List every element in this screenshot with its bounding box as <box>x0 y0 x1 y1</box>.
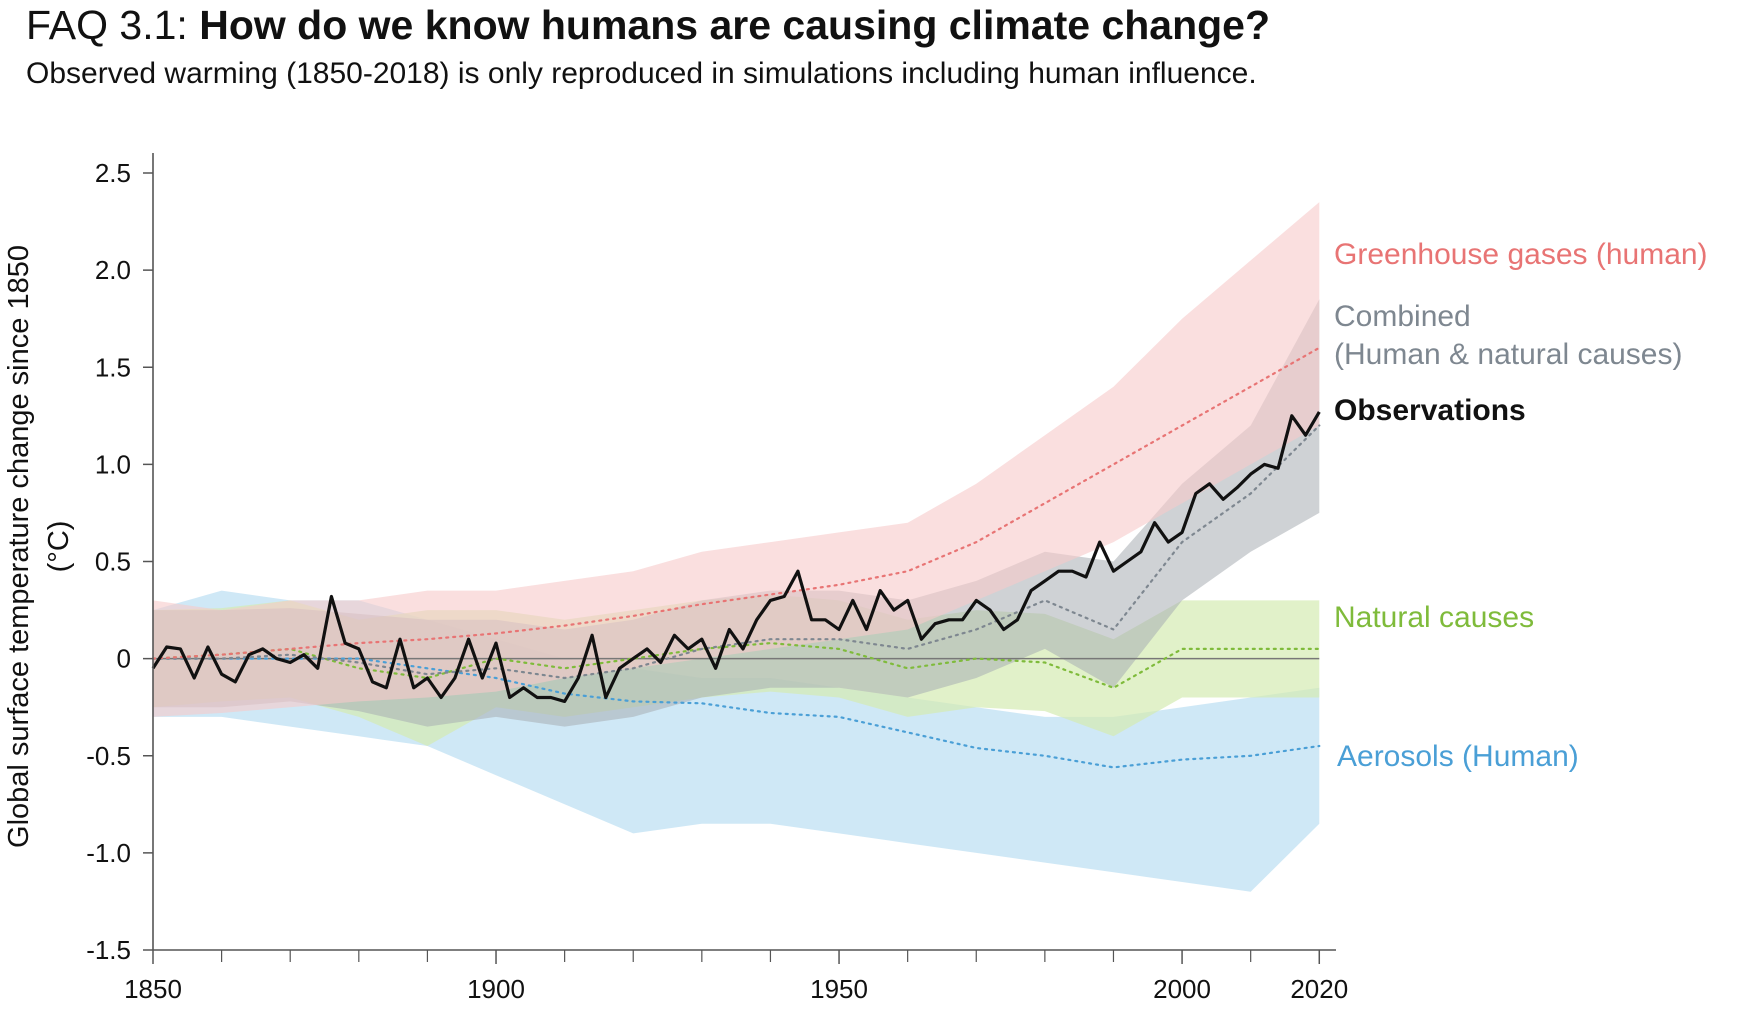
x-tick-label: 1850 <box>124 974 182 1004</box>
y-axis-label: Global surface temperature change since … <box>3 245 35 848</box>
y-tick-label: 2.0 <box>95 255 131 285</box>
y-tick-label: 0.5 <box>95 547 131 577</box>
y-tick-label: 2.5 <box>95 158 131 188</box>
x-tick-label: 2000 <box>1153 974 1211 1004</box>
line-natural-causes <box>151 641 1321 690</box>
legend-label-combined-human-natural-causes: Combined <box>1334 300 1471 333</box>
band-combined-human-natural-causes <box>153 299 1320 727</box>
x-tick-label: 1950 <box>810 974 868 1004</box>
legend-label-aerosols-human: Aerosols (Human) <box>1337 740 1579 773</box>
legend-label-greenhouse-gases-human: Greenhouse gases (human) <box>1334 238 1708 271</box>
legend-label-combined-human-natural-causes-line2: (Human & natural causes) <box>1334 338 1683 371</box>
y-tick-label: -1.5 <box>86 935 131 965</box>
x-tick-label: 2020 <box>1290 974 1348 1004</box>
legend-label-natural-causes: Natural causes <box>1334 601 1534 634</box>
x-tick-label: 1900 <box>467 974 525 1004</box>
line-combined-human-natural-causes <box>151 424 1321 680</box>
y-tick-label: -0.5 <box>86 741 131 771</box>
faq-question: How do we know humans are causing climat… <box>199 2 1271 48</box>
line-observations <box>151 411 1321 704</box>
y-tick-label: 0 <box>117 644 131 674</box>
legend-label-observations: Observations <box>1334 394 1526 427</box>
chart-title: FAQ 3.1: How do we know humans are causi… <box>26 2 1270 49</box>
faq-label: FAQ 3.1: <box>26 2 188 48</box>
y-tick-label: 1.5 <box>95 352 131 382</box>
y-axis-label-unit: (°C) <box>43 521 75 573</box>
line-aerosols-human <box>151 657 1321 769</box>
chart-subtitle: Observed warming (1850-2018) is only rep… <box>26 57 1257 90</box>
y-tick-label: 1.0 <box>95 449 131 479</box>
band-greenhouse-gases-human <box>153 202 1320 717</box>
y-tick-label: -1.0 <box>86 838 131 868</box>
